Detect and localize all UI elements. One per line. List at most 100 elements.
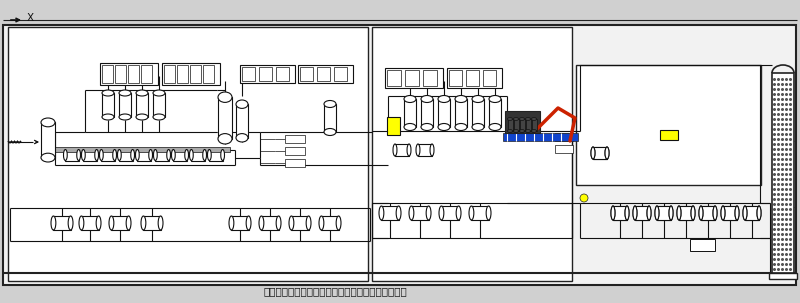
Ellipse shape <box>136 114 148 120</box>
Ellipse shape <box>236 134 248 142</box>
Ellipse shape <box>677 206 681 220</box>
Ellipse shape <box>393 144 397 156</box>
Ellipse shape <box>507 118 513 121</box>
Ellipse shape <box>421 95 433 102</box>
Ellipse shape <box>469 206 474 220</box>
Ellipse shape <box>77 149 81 161</box>
Ellipse shape <box>721 206 725 220</box>
Ellipse shape <box>743 206 747 220</box>
Ellipse shape <box>63 149 67 161</box>
Ellipse shape <box>655 206 659 220</box>
Ellipse shape <box>531 118 537 121</box>
Bar <box>447 68 502 88</box>
Ellipse shape <box>611 206 615 220</box>
Ellipse shape <box>735 206 739 220</box>
Ellipse shape <box>531 129 537 132</box>
Bar <box>679 206 693 220</box>
Ellipse shape <box>166 149 170 161</box>
Bar <box>162 63 220 85</box>
Bar <box>483 70 496 86</box>
Ellipse shape <box>489 124 501 131</box>
Ellipse shape <box>699 206 703 220</box>
Bar <box>317 67 330 81</box>
Ellipse shape <box>455 95 467 102</box>
Ellipse shape <box>633 206 637 220</box>
Ellipse shape <box>41 153 55 162</box>
Bar <box>55 147 230 152</box>
Bar <box>449 70 462 86</box>
Bar <box>128 65 139 83</box>
Bar <box>472 99 484 127</box>
Bar <box>745 206 759 220</box>
Bar <box>657 206 671 220</box>
Bar <box>526 119 530 131</box>
Ellipse shape <box>119 114 131 120</box>
Ellipse shape <box>691 206 695 220</box>
Ellipse shape <box>421 124 433 131</box>
Ellipse shape <box>118 149 122 161</box>
Bar <box>635 206 649 220</box>
Bar <box>471 206 489 220</box>
Bar <box>83 149 97 161</box>
Bar <box>8 27 368 281</box>
Bar <box>203 65 214 83</box>
Bar <box>679 206 693 220</box>
Bar <box>411 206 429 220</box>
Bar <box>593 147 607 159</box>
Bar <box>285 147 305 155</box>
Ellipse shape <box>153 90 165 96</box>
Ellipse shape <box>130 149 134 161</box>
Bar <box>382 206 398 220</box>
Bar <box>262 216 278 230</box>
Ellipse shape <box>259 216 264 230</box>
Bar <box>119 93 131 117</box>
Bar <box>531 119 537 131</box>
Text: X: X <box>27 13 34 23</box>
Ellipse shape <box>379 206 384 220</box>
Bar <box>503 133 578 141</box>
Bar <box>418 144 432 156</box>
Ellipse shape <box>526 118 530 121</box>
Bar <box>455 99 467 127</box>
Text: 溶劑法硫膏提純及不溶性硫磺深加工工藝裝置流程圖: 溶劑法硫膏提純及不溶性硫磺深加工工藝裝置流程圖 <box>263 286 407 296</box>
Bar <box>236 104 248 138</box>
Bar <box>613 206 627 220</box>
Ellipse shape <box>416 144 420 156</box>
Bar <box>657 206 671 220</box>
Bar <box>174 149 186 161</box>
Bar <box>141 65 152 83</box>
Ellipse shape <box>721 206 725 220</box>
Ellipse shape <box>68 216 73 230</box>
Ellipse shape <box>221 149 225 161</box>
Ellipse shape <box>647 206 651 220</box>
Ellipse shape <box>218 134 232 144</box>
Bar <box>136 93 148 117</box>
Ellipse shape <box>102 114 114 120</box>
Ellipse shape <box>113 149 117 161</box>
Ellipse shape <box>426 206 431 220</box>
Ellipse shape <box>119 90 131 96</box>
Ellipse shape <box>625 206 629 220</box>
Bar <box>769 273 797 279</box>
Ellipse shape <box>207 149 211 161</box>
Bar <box>242 67 255 81</box>
Ellipse shape <box>136 90 148 96</box>
Bar <box>387 117 400 135</box>
Ellipse shape <box>669 206 673 220</box>
Bar <box>466 70 479 86</box>
Bar <box>111 216 129 230</box>
Bar <box>489 99 501 127</box>
Bar <box>635 206 649 220</box>
Bar <box>555 145 573 153</box>
Ellipse shape <box>126 216 131 230</box>
Ellipse shape <box>519 129 525 132</box>
Ellipse shape <box>135 149 139 161</box>
Bar <box>300 67 313 81</box>
Ellipse shape <box>79 216 84 230</box>
Ellipse shape <box>306 216 311 230</box>
Ellipse shape <box>647 206 651 220</box>
Bar <box>54 216 70 230</box>
Ellipse shape <box>236 100 248 108</box>
Bar <box>701 206 715 220</box>
Bar <box>442 206 458 220</box>
